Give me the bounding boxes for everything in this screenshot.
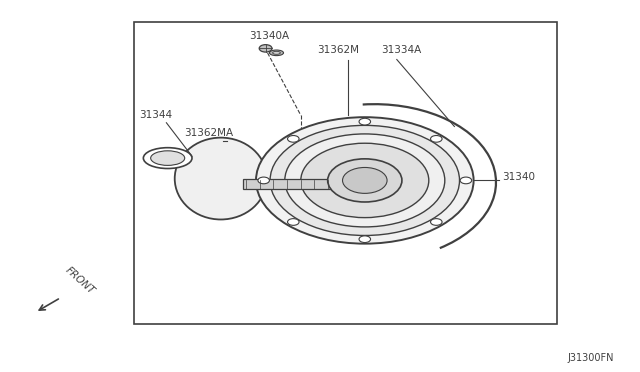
Circle shape — [258, 177, 269, 184]
Circle shape — [431, 219, 442, 225]
Ellipse shape — [143, 148, 192, 169]
Text: 31362M: 31362M — [317, 45, 359, 55]
Text: J31300FN: J31300FN — [568, 353, 614, 363]
Ellipse shape — [269, 50, 284, 55]
Circle shape — [342, 167, 387, 193]
Circle shape — [460, 177, 472, 184]
Ellipse shape — [273, 51, 280, 54]
Circle shape — [259, 45, 272, 52]
Circle shape — [359, 236, 371, 243]
Ellipse shape — [150, 151, 185, 166]
Text: 31334A: 31334A — [381, 45, 421, 55]
Circle shape — [431, 135, 442, 142]
Ellipse shape — [175, 138, 267, 219]
Circle shape — [270, 125, 460, 235]
Text: 31344: 31344 — [140, 110, 173, 120]
Bar — [243, 179, 331, 189]
Circle shape — [285, 134, 445, 227]
Circle shape — [287, 135, 299, 142]
Text: 31340A: 31340A — [250, 31, 290, 41]
Circle shape — [328, 159, 402, 202]
Circle shape — [287, 219, 299, 225]
Text: FRONT: FRONT — [63, 266, 97, 296]
Circle shape — [256, 117, 474, 244]
Text: 31340: 31340 — [502, 172, 536, 182]
Circle shape — [359, 118, 371, 125]
Circle shape — [301, 143, 429, 218]
Text: 31362MA: 31362MA — [184, 128, 234, 138]
Bar — [134, 22, 557, 324]
